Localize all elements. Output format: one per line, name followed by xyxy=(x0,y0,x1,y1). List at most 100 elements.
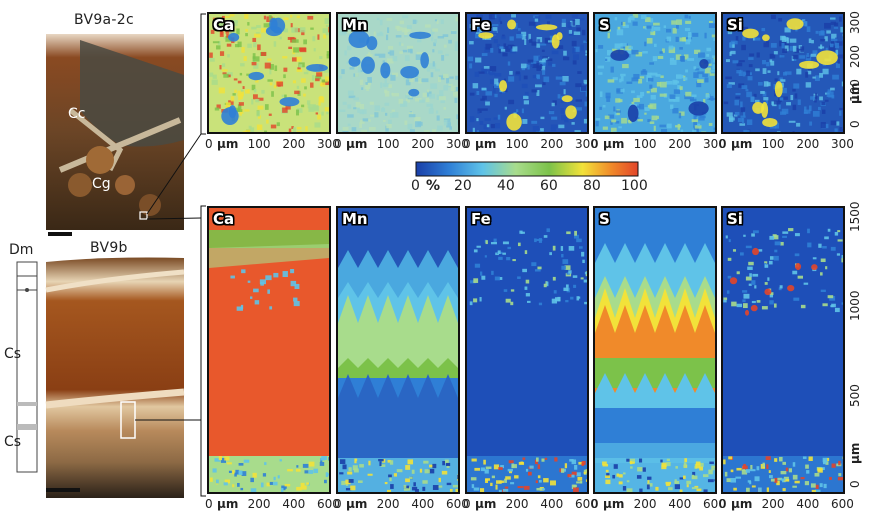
bottom-x-tick-mn-0: 0 xyxy=(334,497,342,511)
connector-lines xyxy=(135,133,202,421)
sample-title-bottom: BV9b xyxy=(90,240,128,256)
bottom-x-unit-si: μm xyxy=(731,497,753,511)
bottom-x-tick-si-0: 0 xyxy=(719,497,727,511)
label-dm: Dm xyxy=(9,242,34,258)
label-cg: Cg xyxy=(92,176,111,192)
colorbar xyxy=(415,161,639,177)
map-label-bottom-s: S xyxy=(599,210,610,228)
colorbar-unit: % xyxy=(426,178,441,194)
bottom-y-unit: μm xyxy=(848,442,862,464)
top-y-tick-1: 200 xyxy=(848,45,862,68)
top-x-unit-si: μm xyxy=(731,137,753,151)
bottom-x-tick-fe-3: 600 xyxy=(575,497,598,511)
top-y-unit: μm xyxy=(848,82,862,104)
bottom-x-tick-s-3: 600 xyxy=(703,497,726,511)
bottom-y-tick-1: 1000 xyxy=(848,290,862,322)
top-x-tick-mn-0: 0 xyxy=(334,137,342,151)
sample-title-top: BV9a-2c xyxy=(74,12,134,28)
top-x-unit-s: μm xyxy=(603,137,625,151)
bottom-x-tick-fe-1: 200 xyxy=(505,497,529,511)
top-x-tick-fe-0: 0 xyxy=(463,137,471,151)
bottom-x-tick-ca-2: 400 xyxy=(282,497,306,511)
top-x-tick-ca-2: 200 xyxy=(282,137,306,151)
bottom-x-tick-mn-2: 400 xyxy=(411,497,435,511)
colorbar-tick-20: 20 xyxy=(454,178,472,194)
map-label-bottom-fe: Fe xyxy=(471,210,491,228)
top-x-tick-s-2: 200 xyxy=(668,137,692,151)
top-x-tick-si-3: 300 xyxy=(831,137,854,151)
map-label-top-ca: Ca xyxy=(213,16,235,34)
map-label-top-si: Si xyxy=(727,16,743,34)
top-x-unit-ca: μm xyxy=(217,137,239,151)
label-cc: Cc xyxy=(68,106,86,122)
top-x-tick-fe-2: 200 xyxy=(540,137,564,151)
bottom-x-tick-si-3: 600 xyxy=(831,497,854,511)
label-cs-upper: Cs xyxy=(4,346,22,362)
bottom-y-tick-3: 0 xyxy=(848,480,862,488)
top-x-tick-si-2: 200 xyxy=(796,137,820,151)
bottom-y-tick-2: 500 xyxy=(848,383,862,407)
map-bottom-mn: Mn xyxy=(336,206,460,494)
strat-column xyxy=(16,261,38,473)
bottom-x-unit-fe: μm xyxy=(475,497,497,511)
map-bottom-fe: Fe xyxy=(465,206,589,494)
bottom-x-unit-mn: μm xyxy=(346,497,368,511)
top-x-unit-fe: μm xyxy=(475,137,497,151)
bottom-x-tick-fe-0: 0 xyxy=(463,497,471,511)
bottom-y-tick-0: 1500 xyxy=(848,201,862,232)
bottom-x-tick-si-2: 400 xyxy=(796,497,820,511)
bottom-x-tick-ca-0: 0 xyxy=(205,497,213,511)
top-x-tick-fe-3: 300 xyxy=(575,137,598,151)
bottom-x-tick-s-0: 0 xyxy=(591,497,599,511)
photo-bv9a-2c xyxy=(46,34,184,236)
top-x-tick-fe-1: 100 xyxy=(505,137,529,151)
top-x-tick-si-1: 100 xyxy=(761,137,785,151)
top-x-tick-s-0: 0 xyxy=(591,137,599,151)
top-x-tick-si-0: 0 xyxy=(719,137,727,151)
top-x-tick-mn-3: 300 xyxy=(446,137,469,151)
top-x-tick-ca-0: 0 xyxy=(205,137,213,151)
bottom-x-tick-s-1: 200 xyxy=(633,497,657,511)
map-label-top-fe: Fe xyxy=(471,16,491,34)
bracket-top xyxy=(200,13,206,135)
photo-bv9b xyxy=(45,257,185,498)
top-x-tick-mn-1: 100 xyxy=(376,137,400,151)
top-x-tick-s-3: 300 xyxy=(703,137,726,151)
bottom-x-tick-mn-3: 600 xyxy=(446,497,469,511)
colorbar-tick-100: 100 xyxy=(621,178,648,194)
map-top-si: Si xyxy=(721,12,845,134)
top-x-tick-s-1: 100 xyxy=(633,137,657,151)
bottom-x-tick-fe-2: 400 xyxy=(540,497,564,511)
top-x-tick-ca-3: 300 xyxy=(317,137,340,151)
map-bottom-si: Si xyxy=(721,206,845,494)
bottom-x-tick-ca-3: 600 xyxy=(317,497,340,511)
top-y-tick-3: 0 xyxy=(848,120,862,128)
bottom-x-tick-mn-1: 200 xyxy=(376,497,400,511)
map-label-bottom-ca: Ca xyxy=(213,210,235,228)
top-x-tick-mn-2: 200 xyxy=(411,137,435,151)
colorbar-tick-60: 60 xyxy=(540,178,558,194)
map-label-top-mn: Mn xyxy=(342,16,368,34)
bottom-x-tick-s-2: 400 xyxy=(668,497,692,511)
colorbar-tick-80: 80 xyxy=(583,178,601,194)
label-cs-lower: Cs xyxy=(4,434,22,450)
colorbar-tick-0: 0 xyxy=(411,178,420,194)
map-bottom-ca: Ca xyxy=(207,206,331,494)
bottom-x-unit-s: μm xyxy=(603,497,625,511)
map-top-ca: Ca xyxy=(207,12,331,134)
bottom-x-tick-ca-1: 200 xyxy=(247,497,271,511)
map-top-s: S xyxy=(593,12,717,134)
map-top-mn: Mn xyxy=(336,12,460,134)
map-label-top-s: S xyxy=(599,16,610,34)
top-y-tick-0: 300 xyxy=(848,11,862,34)
map-top-fe: Fe xyxy=(465,12,589,134)
map-label-bottom-si: Si xyxy=(727,210,743,228)
bottom-x-tick-si-1: 200 xyxy=(761,497,785,511)
bottom-x-unit-ca: μm xyxy=(217,497,239,511)
map-label-bottom-mn: Mn xyxy=(342,210,368,228)
bracket-bottom xyxy=(200,205,206,497)
map-bottom-s: S xyxy=(593,206,717,494)
colorbar-tick-40: 40 xyxy=(497,178,515,194)
top-x-tick-ca-1: 100 xyxy=(247,137,271,151)
